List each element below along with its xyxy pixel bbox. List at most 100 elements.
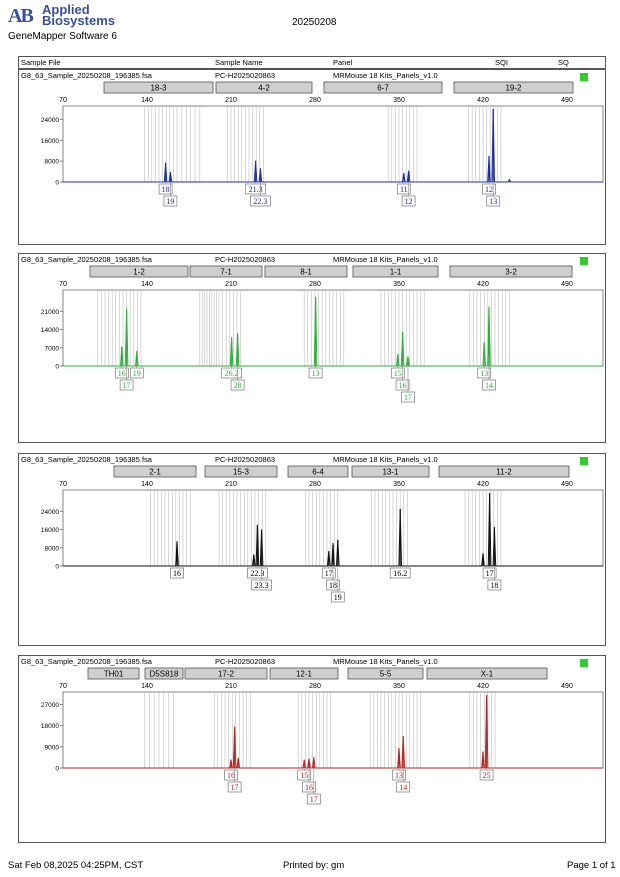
x-tick-label: 490: [561, 683, 573, 690]
marker-2-1: 2-1: [113, 465, 197, 478]
allele-box: [477, 367, 492, 379]
marker-label: 13-1: [382, 468, 399, 477]
allele-label: 15: [300, 771, 308, 780]
sq-status-flag: [580, 73, 588, 81]
marker-6-7: 6-7: [323, 81, 443, 94]
marker-bar: [323, 81, 443, 94]
software-name: GeneMapper Software 6: [8, 31, 117, 42]
electropherogram-panel-black: G8_63_Sample_20250208_196385.fsa PC-H2025…: [18, 453, 606, 646]
allele-box: [479, 769, 494, 781]
allele-call: 14: [482, 366, 496, 391]
x-tick-label: 210: [225, 281, 237, 288]
x-tick-label: 70: [59, 683, 67, 690]
electropherogram-green: G8_63_Sample_20250208_196385.fsa PC-H2025…: [21, 255, 604, 403]
x-tick-label: 210: [225, 97, 237, 104]
allele-box: [396, 183, 411, 195]
sq-status-flag: [580, 659, 588, 667]
x-tick-label: 140: [141, 97, 153, 104]
allele-label: 14: [399, 783, 407, 792]
marker-bar: [89, 265, 189, 278]
allele-box: [326, 579, 340, 591]
electropherogram-panel-red: G8_63_Sample_20250208_196385.fsa PC-H2025…: [18, 655, 606, 843]
y-tick-label: 16000: [41, 527, 59, 534]
x-tick-label: 420: [477, 683, 489, 690]
marker-4-2: 4-2: [215, 81, 313, 94]
y-tick-label: 9000: [45, 744, 60, 751]
allele-call: 16.2: [389, 566, 411, 579]
allele-box: [227, 781, 242, 793]
allele-box: [221, 367, 242, 379]
marker-bar: [189, 265, 263, 278]
allele-label: 17: [325, 569, 333, 578]
y-tick-label: 7000: [45, 345, 60, 352]
allele-label: 23.3: [255, 581, 269, 590]
allele-box: [251, 579, 272, 591]
x-tick-label: 280: [309, 281, 321, 288]
panel-name: MRMouse 18 Kits_Panels_v1.0: [333, 255, 438, 264]
allele-box: [487, 579, 502, 591]
marker-bar: [113, 465, 197, 478]
allele-label: 19: [133, 369, 141, 378]
marker-bar: [351, 465, 430, 478]
allele-label: 17: [231, 783, 239, 792]
allele-label: 28: [234, 381, 242, 390]
allele-call: 16: [170, 566, 184, 579]
y-tick-label: 14000: [41, 327, 59, 334]
marker-X-1: X-1: [426, 667, 548, 680]
y-tick-label: 24000: [41, 117, 59, 124]
allele-label: 18: [490, 581, 498, 590]
marker-bar: [449, 265, 573, 278]
sample-name: PC-H2025020863: [215, 657, 275, 666]
panel-name: MRMouse 18 Kits_Panels_v1.0: [333, 657, 438, 666]
x-tick-label: 210: [225, 683, 237, 690]
x-tick-label: 350: [393, 97, 405, 104]
allele-call: 17: [227, 768, 242, 793]
allele-call: 26.2: [221, 366, 242, 379]
marker-15-3: 15-3: [204, 465, 278, 478]
marker-D5S818: D5S818: [144, 667, 184, 680]
sample-file-name: G8_63_Sample_20250208_196385.fsa: [21, 255, 153, 264]
allele-call: 13: [392, 768, 406, 781]
sample-info-row: G8_63_Sample_20250208_196385.fsa PC-H2025…: [21, 255, 588, 265]
marker-18-3: 18-3: [103, 81, 214, 94]
allele-box: [302, 781, 316, 793]
allele-call: 14: [396, 768, 411, 793]
allele-call: 15: [297, 768, 312, 781]
sample-file-name: G8_63_Sample_20250208_196385.fsa: [21, 71, 153, 80]
x-tick-label: 140: [141, 281, 153, 288]
marker-label: 15-3: [233, 468, 250, 477]
trace-green: [63, 296, 603, 367]
marker-label: 6-4: [312, 468, 324, 477]
x-tick-label: 420: [477, 481, 489, 488]
brand-name-line1: Applied: [42, 2, 90, 17]
marker-13-1: 13-1: [351, 465, 430, 478]
allele-box: [245, 183, 266, 195]
x-tick-label: 140: [141, 683, 153, 690]
marker-label: 7-1: [220, 268, 232, 277]
allele-label: 17: [486, 569, 494, 578]
marker-bar: [347, 667, 424, 680]
allele-call: 18: [487, 566, 502, 591]
x-tick-label: 350: [393, 481, 405, 488]
marker-label: 18-3: [150, 84, 167, 93]
panel-name: MRMouse 18 Kits_Panels_v1.0: [333, 455, 438, 464]
allele-box: [482, 567, 497, 579]
allele-box: [250, 195, 271, 207]
sample-name: PC-H2025020863: [215, 71, 275, 80]
allele-box: [224, 769, 238, 781]
marker-bar: [264, 265, 348, 278]
x-tick-label: 280: [309, 481, 321, 488]
plot-frame: [62, 105, 604, 183]
footer-printed-by: Printed by: gm: [283, 860, 345, 871]
plot-frame: [62, 691, 604, 769]
allele-call: 25: [479, 768, 494, 781]
marker-3-2: 3-2: [449, 265, 573, 278]
electropherogram-panel-blue: G8_63_Sample_20250208_196385.fsa PC-H2025…: [18, 69, 606, 245]
x-tick-label: 420: [477, 97, 489, 104]
col-panel: Panel: [333, 58, 353, 67]
x-tick-label: 420: [477, 281, 489, 288]
allele-label: 16: [173, 569, 181, 578]
allele-box: [170, 567, 184, 579]
allele-call: 16: [224, 768, 238, 781]
col-sample-name: Sample Name: [215, 58, 263, 67]
